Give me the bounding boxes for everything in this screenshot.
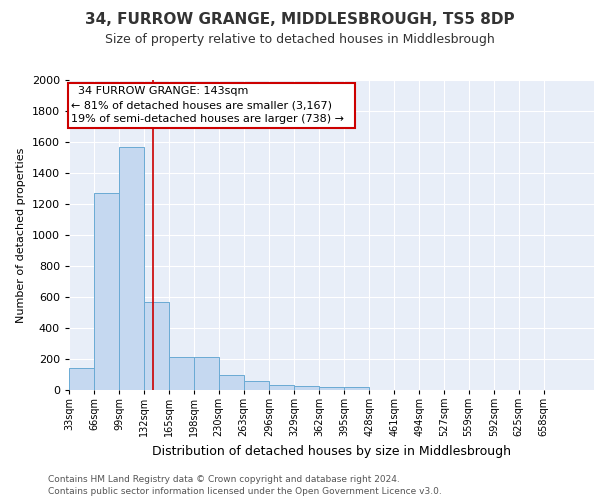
Text: Size of property relative to detached houses in Middlesbrough: Size of property relative to detached ho… (105, 32, 495, 46)
Text: Contains HM Land Registry data © Crown copyright and database right 2024.: Contains HM Land Registry data © Crown c… (48, 475, 400, 484)
Bar (344, 387, 369, 390)
Bar (218, 374, 244, 390)
Bar (194, 356, 220, 390)
Text: Contains public sector information licensed under the Open Government Licence v3: Contains public sector information licen… (48, 488, 442, 496)
Bar (119, 146, 144, 390)
Bar (319, 387, 344, 390)
Text: 34, FURROW GRANGE, MIDDLESBROUGH, TS5 8DP: 34, FURROW GRANGE, MIDDLESBROUGH, TS5 8D… (85, 12, 515, 28)
Bar (294, 386, 319, 390)
Bar (69, 368, 94, 390)
Text: 34 FURROW GRANGE: 143sqm
← 81% of detached houses are smaller (3,167)
19% of sem: 34 FURROW GRANGE: 143sqm ← 81% of detach… (71, 86, 351, 124)
X-axis label: Distribution of detached houses by size in Middlesbrough: Distribution of detached houses by size … (152, 445, 511, 458)
Bar (169, 356, 194, 390)
Y-axis label: Number of detached properties: Number of detached properties (16, 148, 26, 322)
Bar (144, 302, 169, 390)
Bar (94, 193, 119, 390)
Bar (244, 382, 269, 390)
Bar (269, 386, 294, 390)
